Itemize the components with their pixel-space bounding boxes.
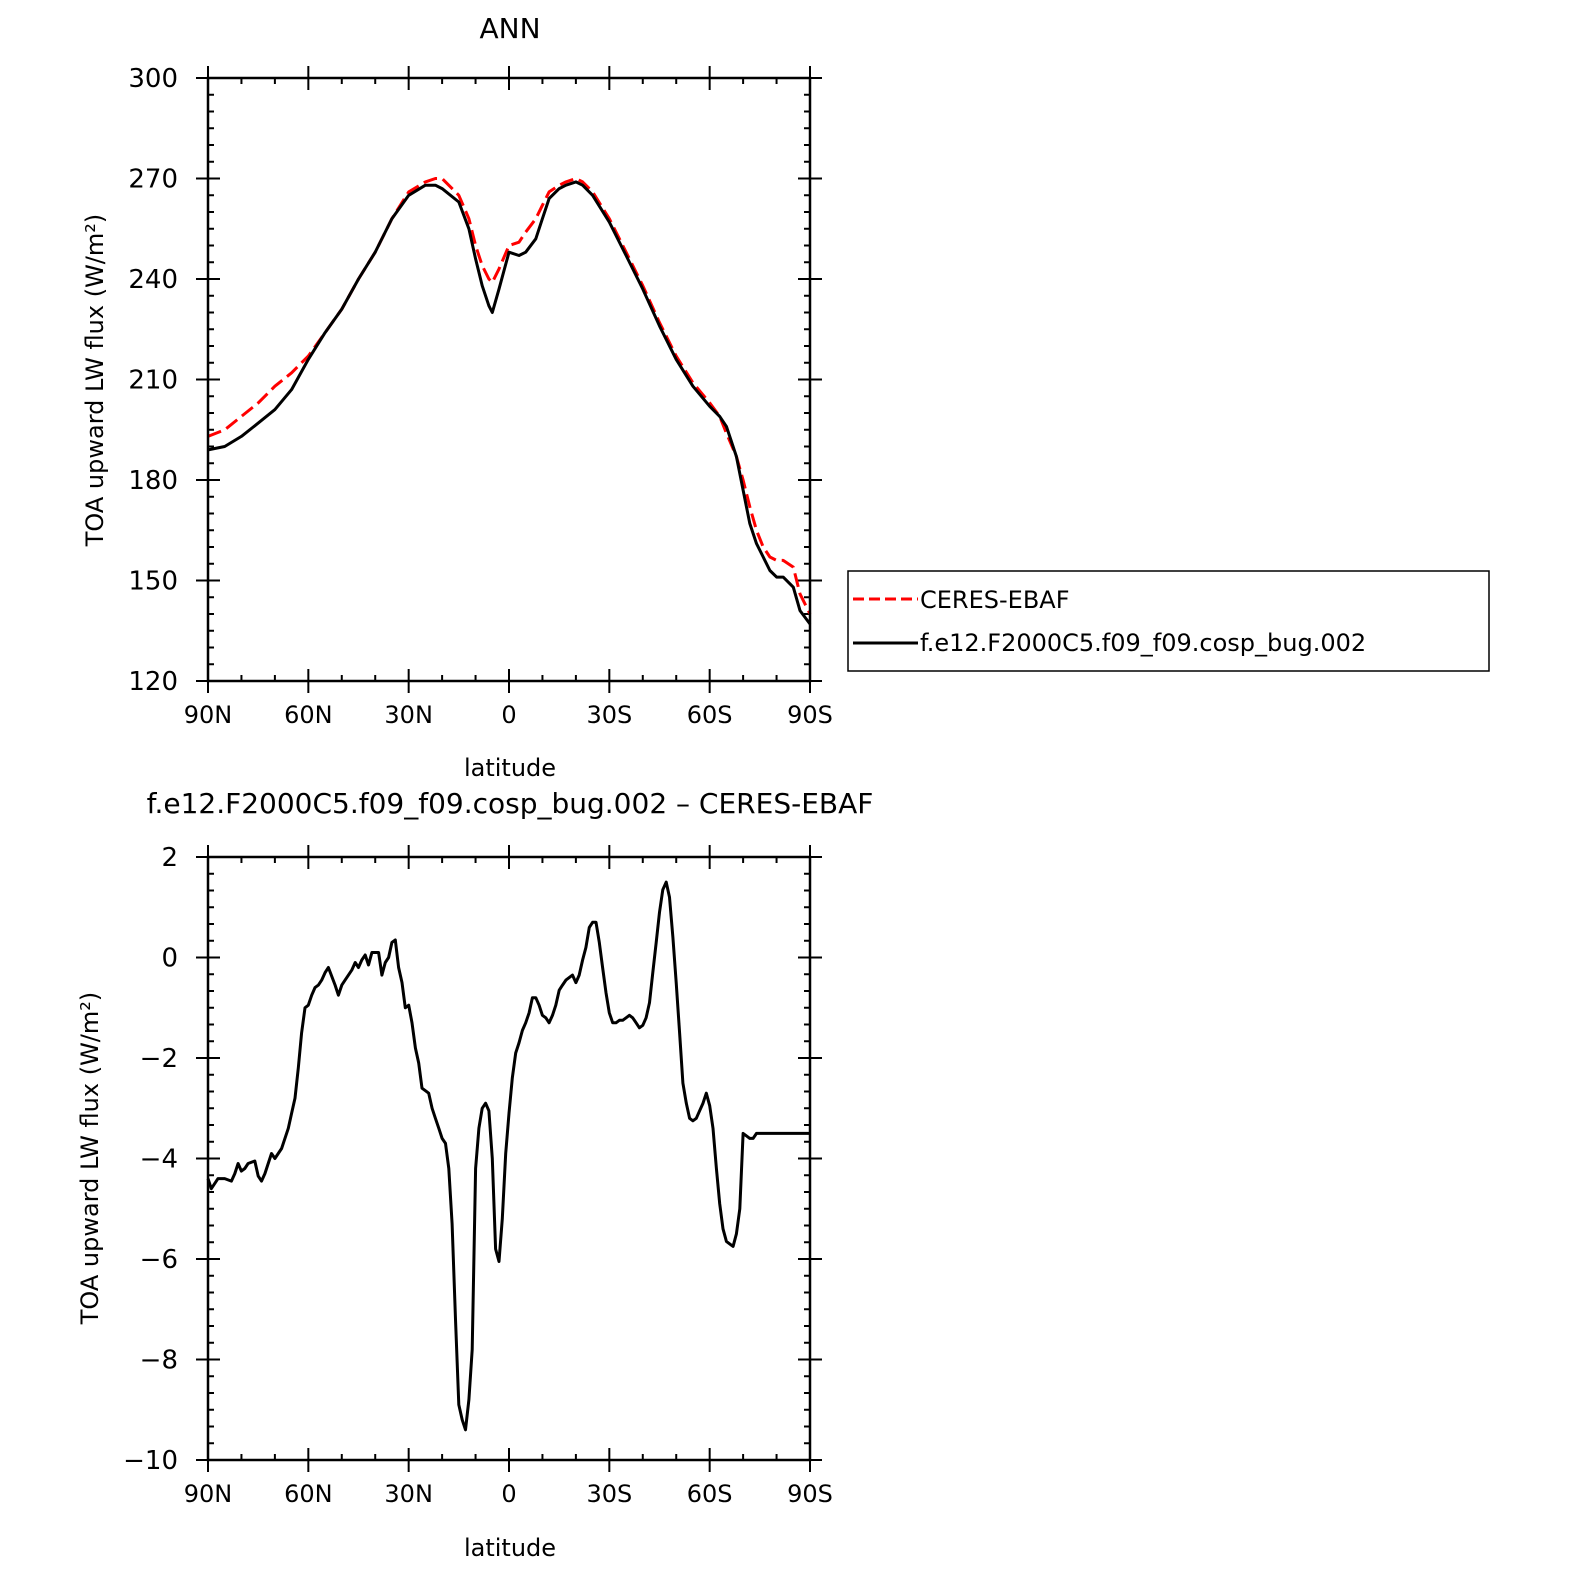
top-panel: ANN TOA upward LW flux (W/m²) latitude 9…	[81, 12, 833, 782]
y-tick-label: 150	[128, 567, 178, 597]
x-tick-label: 60S	[687, 1480, 733, 1508]
y-tick-label: −8	[140, 1346, 178, 1376]
x-tick-label: 30N	[384, 1480, 433, 1508]
bottom-panel-ticks	[196, 845, 822, 1472]
top-panel-frame	[206, 76, 812, 683]
x-tick-label: 60S	[687, 701, 733, 729]
bottom-panel-title: f.e12.F2000C5.f09_f09.cosp_bug.002 – CER…	[147, 787, 874, 820]
top-panel-xlabel: latitude	[464, 754, 556, 782]
legend-box	[847, 570, 1490, 672]
series-line-ceres-ebaf	[207, 177, 812, 615]
bottom-panel: f.e12.F2000C5.f09_f09.cosp_bug.002 – CER…	[76, 787, 873, 1562]
x-tick-label: 30N	[384, 701, 433, 729]
top-panel-series	[207, 177, 812, 625]
legend-label-model: f.e12.F2000C5.f09_f09.cosp_bug.002	[920, 629, 1366, 657]
y-tick-label: 0	[161, 944, 178, 974]
bottom-panel-frame	[206, 855, 812, 1462]
x-tick-label: 30S	[586, 1480, 632, 1508]
y-tick-label: 120	[128, 667, 178, 697]
x-tick-label: 0	[501, 1480, 516, 1508]
legend-label-ceres: CERES-EBAF	[920, 586, 1070, 614]
series-line-model	[206, 880, 810, 1432]
bottom-panel-xlabel: latitude	[464, 1534, 556, 1562]
y-tick-label: 300	[128, 64, 178, 94]
y-tick-label: −6	[140, 1245, 178, 1275]
x-tick-label: 90N	[184, 701, 233, 729]
y-tick-label: 180	[128, 466, 178, 496]
x-tick-label: 0	[501, 701, 516, 729]
x-tick-label: 90N	[184, 1480, 233, 1508]
series-line-model	[207, 180, 812, 625]
top-panel-ylabel: TOA upward LW flux (W/m²)	[81, 214, 109, 548]
bottom-panel-tick-labels: 90N 60N 30N 0 30S 60S 90S 2 0 −2 −4 −6 −8 −10	[123, 843, 833, 1508]
y-tick-label: −2	[140, 1044, 178, 1074]
y-tick-label: 270	[128, 165, 178, 195]
top-panel-title: ANN	[479, 12, 540, 45]
x-tick-label: 90S	[787, 1480, 833, 1508]
x-tick-label: 60N	[284, 1480, 333, 1508]
x-tick-label: 60N	[284, 701, 333, 729]
legend: CERES-EBAF f.e12.F2000C5.f09_f09.cosp_bu…	[847, 570, 1490, 672]
y-tick-label: 210	[128, 366, 178, 396]
y-tick-label: −4	[140, 1145, 178, 1175]
top-panel-ticks	[196, 66, 822, 693]
bottom-panel-ylabel: TOA upward LW flux (W/m²)	[76, 992, 104, 1326]
y-tick-label: 240	[128, 265, 178, 295]
x-tick-label: 90S	[787, 701, 833, 729]
top-panel-tick-labels: 90N 60N 30N 0 30S 60S 90S 120 150 180 210 240 270 300	[128, 64, 833, 729]
x-tick-label: 30S	[586, 701, 632, 729]
y-tick-label: 2	[161, 843, 178, 873]
bottom-panel-series	[206, 880, 810, 1432]
y-tick-label: −10	[123, 1446, 178, 1476]
